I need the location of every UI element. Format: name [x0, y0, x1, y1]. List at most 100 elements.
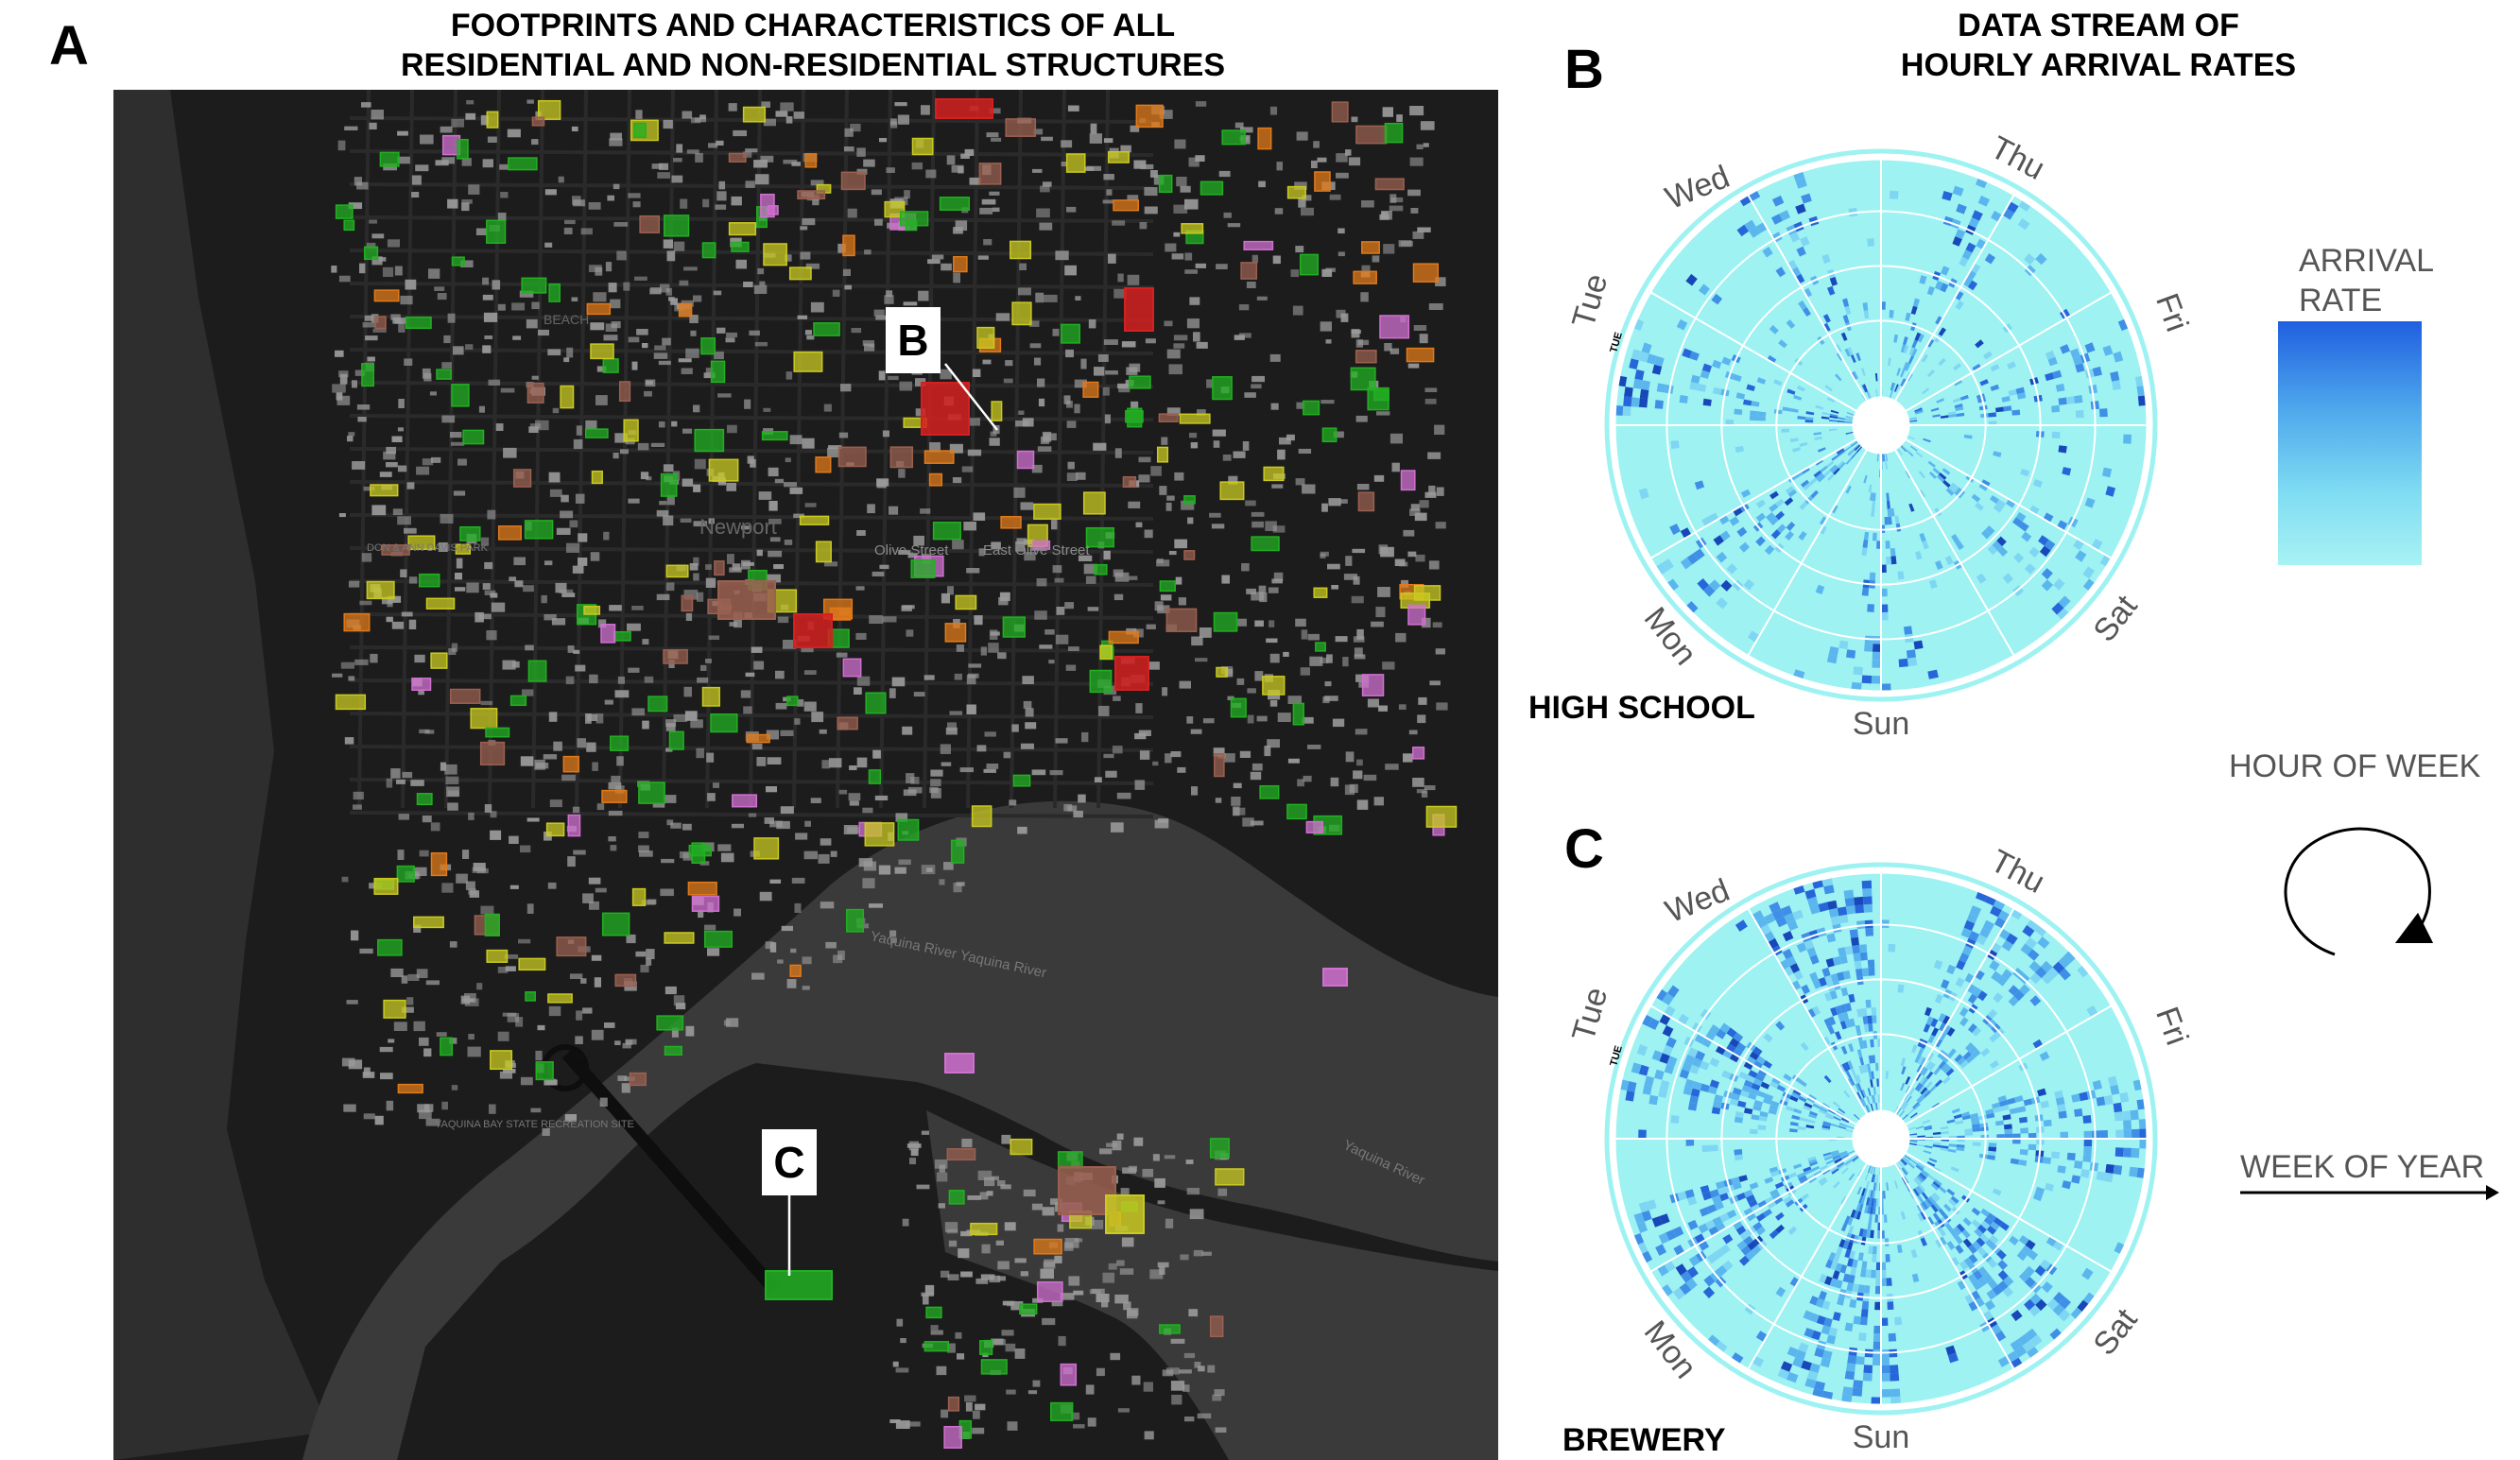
arrival-rate-cell [1815, 472, 1824, 480]
arrival-rate-cell [1842, 970, 1851, 980]
arrival-rate-cell [1798, 531, 1807, 541]
arrival-rate-cell [1769, 324, 1779, 335]
arrival-rate-cell [1846, 649, 1856, 659]
arrival-rate-cell [1890, 507, 1895, 517]
arrival-rate-cell [1972, 1280, 1982, 1291]
arrival-rate-cell [1666, 1229, 1677, 1241]
arrival-rate-cell [1846, 412, 1855, 417]
arrival-rate-cell [1817, 474, 1826, 483]
arrival-rate-cell [1907, 1126, 1916, 1131]
arrival-rate-cell [2114, 1111, 2124, 1122]
arrival-rate-cell [1983, 351, 1993, 360]
arrival-rate-cell [1769, 1104, 1779, 1111]
arrival-rate-cell [1853, 1113, 1860, 1121]
arrival-rate-cell [1898, 1110, 1905, 1118]
arrival-rate-cell [1729, 516, 1740, 526]
arrival-rate-cell [1756, 377, 1767, 385]
arrival-rate-cell [2077, 1299, 2090, 1313]
arrival-rate-cell [1775, 1224, 1785, 1234]
arrival-rate-cell [1909, 1159, 1918, 1165]
arrival-rate-cell [1692, 1057, 1702, 1068]
arrival-rate-cell [1875, 1175, 1879, 1183]
arrival-rate-cell [1849, 1077, 1855, 1086]
arrival-rate-cell [1717, 1186, 1727, 1195]
arrival-rate-cell [2084, 342, 2096, 353]
arrival-rate-cell [2032, 479, 2043, 489]
arrival-rate-cell [1914, 407, 1923, 412]
arrival-rate-cell [1868, 1197, 1873, 1207]
arrival-rate-cell [1922, 387, 1930, 395]
day-label-sun: Sun [1853, 706, 1910, 742]
arrival-rate-cell [1726, 1027, 1737, 1039]
arrival-rate-cell [1862, 1039, 1868, 1049]
arrival-rate-cell [1685, 1278, 1698, 1291]
arrival-rate-cell [1713, 535, 1724, 546]
arrival-rate-cell [1786, 388, 1796, 395]
arrival-rate-line2: RATE [2299, 283, 2383, 318]
arrival-rate-cell [1837, 1161, 1845, 1169]
arrival-rate-cell [1905, 312, 1911, 321]
arrival-rate-cell [1916, 1185, 1924, 1194]
arrival-rate-cell [1919, 275, 1927, 284]
arrival-rate-cell [1837, 460, 1844, 468]
arrival-rate-cell [1940, 1147, 1949, 1152]
arrival-rate-cell [1770, 214, 1783, 225]
arrival-rate-cell [1930, 1194, 1939, 1203]
arrival-rate-cell [1826, 654, 1838, 664]
arrival-rate-cell [1769, 516, 1779, 526]
arrival-rate-cell [1759, 1110, 1769, 1118]
arrival-rate-cell [1942, 191, 1953, 201]
radial-spoke [1905, 1005, 2113, 1125]
arrival-rate-cell [1989, 1234, 1999, 1245]
arrival-rate-cell [2018, 1235, 2029, 1245]
arrival-rate-cell [2017, 217, 2030, 231]
arrival-rate-cell [2012, 1133, 2021, 1139]
arrival-rate-cell [1873, 1341, 1881, 1350]
arrival-rate-cell [1844, 421, 1854, 423]
arrival-rate-cell [2004, 1128, 2013, 1135]
arrival-rate-cell [1904, 1154, 1911, 1160]
arrival-rate-cell [1709, 1144, 1718, 1152]
arrival-rate-cell [1868, 1071, 1873, 1080]
arrival-rate-cell [1775, 1021, 1786, 1031]
arrival-rate-cell [1833, 1181, 1840, 1189]
arrival-rate-cell [1956, 412, 1965, 417]
arrival-rate-cell [1826, 460, 1835, 468]
arrival-rate-cell [1987, 1008, 1998, 1020]
arrival-rate-cell [1850, 1209, 1856, 1218]
arrival-rate-cell [1769, 902, 1781, 914]
arrival-rate-cell [1821, 1127, 1830, 1131]
arrival-rate-cell [1907, 1162, 1915, 1169]
arrival-rate-cell [2044, 540, 2056, 551]
arrival-rate-cell [1755, 499, 1766, 508]
arrival-rate-cell [2013, 552, 2025, 563]
arrival-rate-cell [1792, 1357, 1804, 1368]
arrival-rate-cell [1624, 386, 1633, 398]
arrival-rate-cell [1872, 660, 1881, 668]
arrival-rate-cell [1953, 1226, 1962, 1236]
arrival-rate-cell [1959, 1006, 1969, 1018]
arrival-rate-cell [1798, 1095, 1807, 1103]
arrival-rate-cell [1932, 1131, 1942, 1135]
arrival-rate-cell [1720, 579, 1733, 592]
arrival-rate-cell [1874, 1285, 1881, 1295]
arrival-rate-cell [1830, 1150, 1839, 1155]
arrival-rate-cell [1764, 1196, 1774, 1205]
arrival-rate-cell [1806, 1370, 1819, 1382]
arrival-rate-cell [1886, 1182, 1890, 1191]
arrival-rate-cell [1787, 489, 1797, 498]
arrival-rate-cell [1733, 507, 1743, 517]
arrival-rate-cell [1815, 404, 1824, 410]
arrival-rate-cell [1902, 1103, 1909, 1110]
arrival-rate-cell [1706, 1253, 1718, 1264]
arrival-rate-cell [1791, 266, 1802, 278]
arrival-rate-cell [1763, 1059, 1772, 1069]
arrival-rate-cell [1849, 1250, 1855, 1260]
arrival-rate-cell [1859, 1056, 1865, 1066]
arrival-rate-cell [1818, 1290, 1827, 1300]
arrival-rate-cell [1915, 1177, 1923, 1185]
arrival-rate-cell [1916, 1176, 1924, 1183]
arrival-rate-cell [1796, 246, 1806, 257]
arrival-rate-cell [2103, 1172, 2114, 1183]
arrival-rate-cell [1752, 1221, 1763, 1231]
